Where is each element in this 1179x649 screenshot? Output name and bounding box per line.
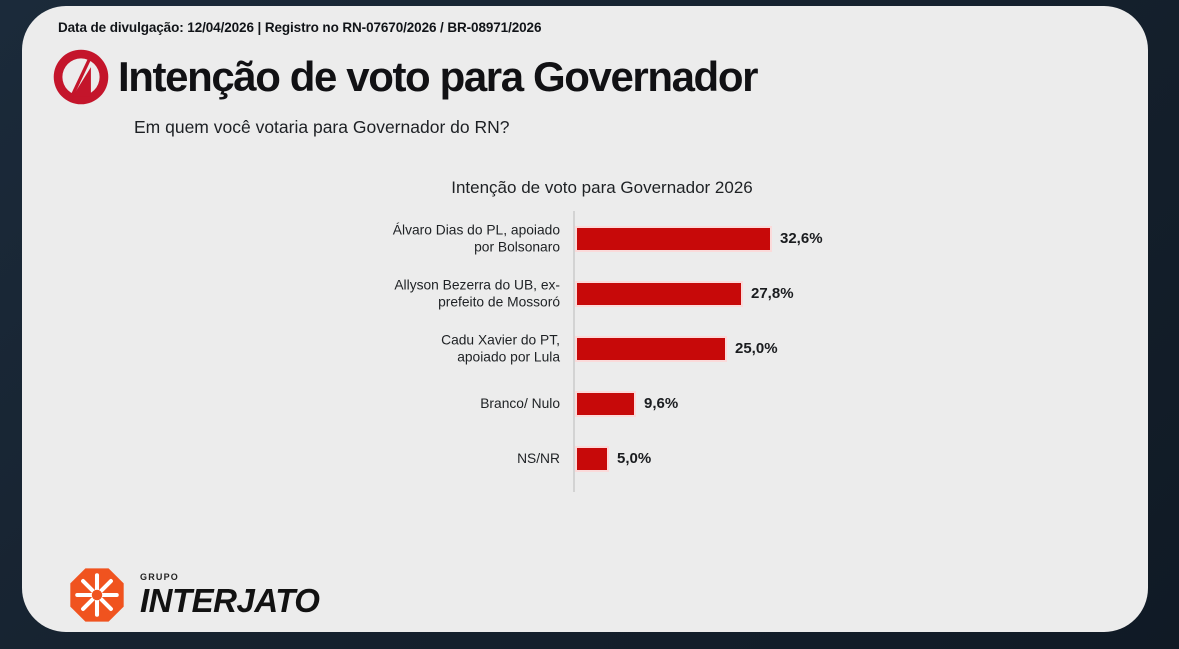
bar-group: 5,0% [575, 445, 652, 472]
chart-row: Branco/ Nulo 9,6% [322, 376, 962, 431]
interjato-wordmark: GRUPO INTERJATO [140, 572, 320, 619]
bar [575, 335, 727, 362]
bar-value-label: 32,6% [780, 230, 823, 247]
bar-value-label: 27,8% [751, 285, 794, 302]
bar-group: 9,6% [575, 390, 679, 417]
bar [575, 280, 743, 307]
publication-info: Data de divulgação: 12/04/2026 | Registr… [58, 20, 542, 35]
bar [575, 390, 636, 417]
bar-value-label: 9,6% [644, 395, 679, 412]
chart-row: Cadu Xavier do PT, apoiado por Lula 25,0… [322, 321, 962, 376]
brand-prefix: GRUPO [140, 572, 180, 582]
chart-plot-area: Álvaro Dias do PL, apoiado por Bolsonaro… [322, 211, 962, 496]
bar-value-label: 5,0% [617, 450, 652, 467]
brand-name: INTERJATO [140, 582, 320, 619]
page-title: Intenção de voto para Governador [118, 53, 758, 100]
category-label: Branco/ Nulo [480, 395, 560, 411]
vote-intention-chart: Intenção de voto para Governador 2026 Ál… [322, 166, 962, 506]
chart-row: Álvaro Dias do PL, apoiado por Bolsonaro… [322, 211, 962, 266]
category-label: NS/NR [517, 450, 560, 466]
bar [575, 225, 772, 252]
category-label: Allyson Bezerra do UB, ex- prefeito de M… [394, 276, 560, 310]
poll-question: Em quem você votaria para Governador do … [134, 117, 510, 137]
bar-value-label: 25,0% [735, 340, 778, 357]
poll-result-card: Data de divulgação: 12/04/2026 | Registr… [22, 6, 1148, 632]
chart-row: Allyson Bezerra do UB, ex- prefeito de M… [322, 266, 962, 321]
title-row: Intenção de voto para Governador [50, 46, 758, 108]
octagon-star-icon [68, 566, 126, 624]
circle-slash-icon [50, 46, 112, 108]
chart-title: Intenção de voto para Governador 2026 [451, 178, 753, 197]
y-axis-line [573, 211, 575, 492]
category-label: Álvaro Dias do PL, apoiado por Bolsonaro [392, 221, 560, 255]
bar [575, 445, 609, 472]
bar-group: 27,8% [575, 280, 794, 307]
bar-group: 25,0% [575, 335, 778, 362]
chart-row: NS/NR 5,0% [322, 431, 962, 486]
bar-group: 32,6% [575, 225, 823, 252]
category-label: Cadu Xavier do PT, apoiado por Lula [441, 331, 560, 365]
interjato-logo: GRUPO INTERJATO [68, 566, 320, 624]
